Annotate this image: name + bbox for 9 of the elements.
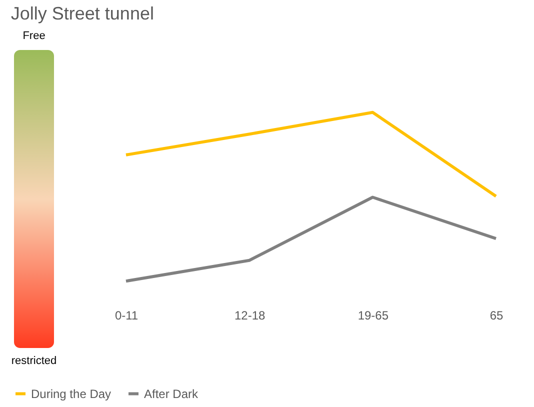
text: Free <box>22 30 46 42</box>
chart-title: Jolly Street tunnel <box>10 4 154 24</box>
x-tick-label: 0-11 <box>114 308 138 322</box>
x-tick-label: 19-65 <box>358 308 389 322</box>
x-tick-label: 65 <box>490 308 504 322</box>
legend-label: After Dark <box>144 386 200 401</box>
text: restricted <box>11 355 57 367</box>
x-tick-label: 12-18 <box>234 308 266 322</box>
legend-label: During the Day <box>31 386 112 401</box>
